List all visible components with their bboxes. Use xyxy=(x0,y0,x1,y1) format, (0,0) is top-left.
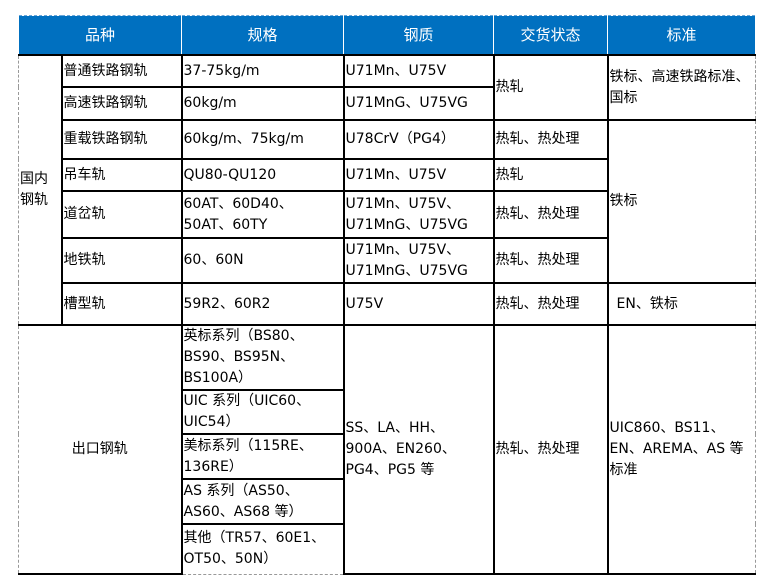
product-name: 吊车轨 xyxy=(60,158,183,192)
table-row: 美标系列（115RE、136RE） xyxy=(19,433,756,480)
product-standard: 铁标、高速铁路标准、国标 xyxy=(606,54,757,121)
product-steel: U71Mn、U75V xyxy=(342,54,495,88)
product-spec: 60kg/m、75kg/m xyxy=(180,119,345,160)
product-delivery: 热轧、热处理 xyxy=(492,282,609,326)
product-steel: U71Mn、U75V xyxy=(342,158,495,192)
product-spec: 60kg/m xyxy=(180,86,345,121)
export-spec: UIC 系列（UIC60、UIC54） xyxy=(180,389,345,435)
export-group-label: 出口钢轨 xyxy=(17,324,183,575)
product-spec: 60AT、60D40、50AT、60TY xyxy=(180,190,345,239)
table-row: 槽型轨 59R2、60R2 U75V 热轧、热处理 EN、铁标 xyxy=(19,282,757,326)
export-steel: SS、LA、HH、900A、EN260、PG4、PG5 等 xyxy=(342,324,495,575)
export-spec: 美标系列（115RE、136RE） xyxy=(180,433,345,480)
product-steel: U71MnG、U75VG xyxy=(342,86,495,121)
table-row: 出口钢轨 英标系列（BS80、BS90、BS95N、BS100A） SS、LA、… xyxy=(17,324,757,575)
product-delivery: 热轧、热处理 xyxy=(492,119,609,160)
product-standard: EN、铁标 xyxy=(606,282,757,326)
export-standard: UIC860、BS11、EN、AREMA、AS 等标准 xyxy=(606,324,757,575)
product-steel: U71Mn、U75V、U71MnG、U75VG xyxy=(342,190,495,239)
product-steel: U75V xyxy=(342,282,495,326)
product-spec: 59R2、60R2 xyxy=(180,282,345,326)
product-delivery: 热轧、热处理 xyxy=(492,237,609,284)
export-spec: 英标系列（BS80、BS90、BS95N、BS100A） xyxy=(180,324,345,391)
table-row: 道岔轨 60AT、60D40、50AT、60TY U71Mn、U75V、U71M… xyxy=(19,190,756,239)
product-steel: U71Mn、U75V、U71MnG、U75VG xyxy=(342,237,495,284)
product-steel: U78CrV（PG4） xyxy=(342,119,495,160)
product-spec: 60、60N xyxy=(180,237,345,284)
product-name: 重载铁路钢轨 xyxy=(60,119,183,160)
rail-products-table: 品种 规格 钢质 交货状态 标准 国内钢轨 普通铁路钢轨 37-75kg/m U… xyxy=(17,15,757,575)
product-delivery: 热轧、热处理 xyxy=(492,190,609,239)
table-row: 国内钢轨 普通铁路钢轨 37-75kg/m U71Mn、U75V 热轧 铁标、高… xyxy=(18,54,757,326)
header-spec: 规格 xyxy=(181,15,345,56)
product-name: 道岔轨 xyxy=(60,190,183,239)
export-delivery: 热轧、热处理 xyxy=(492,324,609,575)
table-row: AS 系列（AS50、AS60、AS68 等） xyxy=(19,478,756,525)
product-spec: QU80-QU120 xyxy=(180,158,345,192)
product-name: 地铁轨 xyxy=(60,237,183,284)
header-standard: 标准 xyxy=(607,15,757,56)
header-row: 品种 规格 钢质 交货状态 标准 xyxy=(17,15,757,56)
table-row: 地铁轨 60、60N U71Mn、U75V、U71MnG、U75VG 热轧、热处… xyxy=(19,237,756,284)
header-delivery: 交货状态 xyxy=(493,15,609,56)
export-spec: AS 系列（AS50、AS60、AS68 等） xyxy=(180,478,345,525)
product-delivery: 热轧 xyxy=(492,158,609,192)
export-spec: 其他（TR57、60E1、OT50、50N） xyxy=(180,523,345,575)
domestic-group-label: 国内钢轨 xyxy=(18,54,63,326)
table-row: 吊车轨 QU80-QU120 U71Mn、U75V 热轧 xyxy=(19,158,756,192)
header-steel: 钢质 xyxy=(343,15,495,56)
header-variety: 品种 xyxy=(17,15,183,56)
product-name: 普通铁路钢轨 xyxy=(60,54,183,88)
product-name: 高速铁路钢轨 xyxy=(60,86,183,121)
product-standard: 铁标 xyxy=(606,119,757,284)
table-row: 其他（TR57、60E1、OT50、50N） xyxy=(19,523,756,575)
table-row: 高速铁路钢轨 60kg/m U71MnG、U75VG xyxy=(19,86,756,121)
table-row: 重载铁路钢轨 60kg/m、75kg/m U78CrV（PG4） 热轧、热处理 … xyxy=(19,119,757,284)
product-spec: 37-75kg/m xyxy=(180,54,345,88)
table-row: UIC 系列（UIC60、UIC54） xyxy=(19,389,756,435)
product-delivery: 热轧 xyxy=(492,54,609,121)
product-name: 槽型轨 xyxy=(60,282,183,326)
